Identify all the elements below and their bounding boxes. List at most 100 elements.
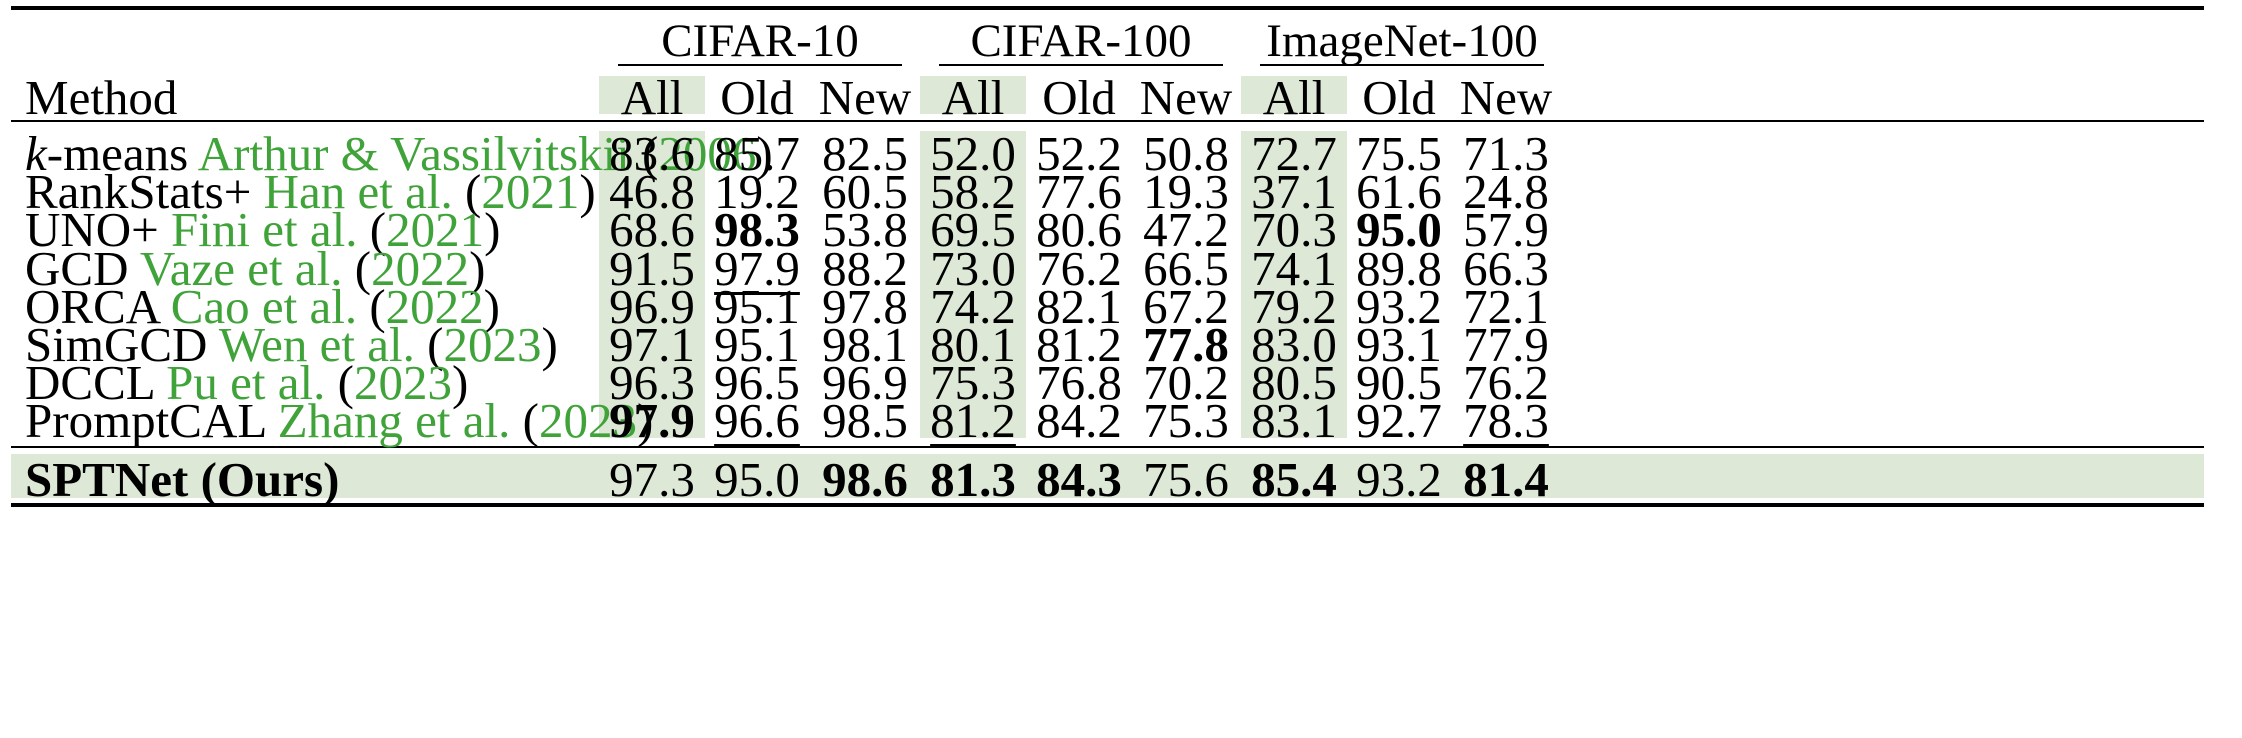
table-cell-text: 92.7 (1356, 393, 1442, 448)
table-cell-text: 52.0 (930, 126, 1016, 181)
table-cell: 95.1 (692, 282, 822, 331)
table-cell-text: 98.3 (714, 202, 800, 257)
ours-table-cell-text: 85.4 (1251, 452, 1337, 507)
table-cell-text: 77.9 (1463, 317, 1549, 372)
table-cell: 89.8 (1334, 244, 1464, 293)
table-cell-text: 82.1 (1036, 279, 1122, 334)
citation-year-link[interactable]: 2022 (385, 279, 484, 334)
top-rule (11, 6, 2204, 10)
table-cell-text: 95.1 (714, 279, 800, 334)
table-cell-text: 60.5 (822, 164, 908, 219)
table-cell: 82.1 (1014, 282, 1144, 331)
table-cell-text: 84.2 (1036, 393, 1122, 448)
all-column-shade-cifar100 (920, 76, 1026, 114)
citation-author-link[interactable]: Zhang et al. (277, 393, 511, 448)
table-cell-text: 69.5 (930, 202, 1016, 257)
method-name: UNO+ Fini et al. (2021) (25, 202, 501, 257)
table-cell-text: 89.8 (1356, 241, 1442, 296)
ours-table-cell: 98.6 (800, 455, 930, 504)
method-name-text: UNO+ (25, 202, 159, 257)
dataset-header-cifar10: CIFAR-10 (661, 15, 859, 67)
citation-year-link[interactable]: 2006 (658, 126, 757, 181)
method-name-text: -means (46, 126, 189, 181)
citation-year-link[interactable]: 2023 (443, 317, 542, 372)
all-column-shade-cifar10 (599, 76, 705, 114)
table-cell: 68.6 (587, 205, 717, 254)
table-cell-text: 80.6 (1036, 202, 1122, 257)
table-cell-text: 66.3 (1463, 241, 1549, 296)
table-cell-text: 61.6 (1356, 164, 1442, 219)
table-cell-text: 93.2 (1356, 279, 1442, 334)
table-cell-text: 47.2 (1143, 202, 1229, 257)
table-cell: 70.2 (1121, 358, 1251, 407)
table-cell: 79.2 (1229, 282, 1359, 331)
table-cell: 96.3 (587, 358, 717, 407)
citation-author-link[interactable]: Fini et al. (171, 202, 358, 257)
table-cell-text: 19.2 (714, 164, 800, 219)
citation-year-link[interactable]: 2021 (386, 202, 485, 257)
table-cell: 66.5 (1121, 244, 1251, 293)
citation-year-link[interactable]: 2022 (371, 241, 470, 296)
ours-table-cell-text: 98.6 (822, 452, 908, 507)
bottom-rule (11, 503, 2204, 507)
ours-table-cell: 85.4 (1229, 455, 1359, 504)
ours-table-cell: 97.3 (587, 455, 717, 504)
table-cell: 52.0 (908, 129, 1038, 178)
table-cell: 71.3 (1441, 129, 1571, 178)
table-cell: 74.1 (1229, 244, 1359, 293)
table-cell-text: 80.5 (1251, 355, 1337, 410)
table-cell: 61.6 (1334, 167, 1464, 216)
table-cell: 50.8 (1121, 129, 1251, 178)
table-cell: 46.8 (587, 167, 717, 216)
ours-table-cell: 81.3 (908, 455, 1038, 504)
table-cell: 73.0 (908, 244, 1038, 293)
citation-author-link[interactable]: Wen et al. (218, 317, 415, 372)
ours-table-cell-text: 95.0 (714, 452, 800, 507)
table-cell: 98.1 (800, 320, 930, 369)
citation-author-link[interactable]: Cao et al. (170, 279, 358, 334)
table-cell: 19.3 (1121, 167, 1251, 216)
citation-year-link[interactable]: 2023 (538, 393, 637, 448)
table-cell: 76.2 (1441, 358, 1571, 407)
table-cell: 75.5 (1334, 129, 1464, 178)
table-cell-text: 72.1 (1463, 279, 1549, 334)
column-header-all: All (620, 70, 684, 125)
all-column-shade-cifar100 (920, 131, 1026, 438)
table-cell-text: 74.2 (930, 279, 1016, 334)
table-cell: 60.5 (800, 167, 930, 216)
citation-year-link[interactable]: 2023 (353, 355, 452, 410)
table-cell-text: 85.7 (714, 126, 800, 181)
table-cell: 58.2 (908, 167, 1038, 216)
table-cell-text: 83.1 (1251, 393, 1337, 448)
table-cell: 97.8 (800, 282, 930, 331)
table-cell: 90.5 (1334, 358, 1464, 407)
column-header-old: Old (1042, 70, 1116, 125)
ours-table-cell-text: 93.2 (1356, 452, 1442, 507)
method-name: DCCL Pu et al. (2023) (25, 355, 469, 410)
table-cell-text: 91.5 (609, 241, 695, 296)
citation-author-link[interactable]: Han et al. (263, 164, 453, 219)
method-name: k-means Arthur & Vassilvitskii (2006) (25, 126, 773, 181)
ours-table-cell: 81.4 (1441, 455, 1571, 504)
method-name-text: SimGCD (25, 317, 208, 372)
table-cell: 70.3 (1229, 205, 1359, 254)
table-cell-text: 66.5 (1143, 241, 1229, 296)
table-cell: 96.5 (692, 358, 822, 407)
citation-year-link[interactable]: 2021 (481, 164, 580, 219)
table-cell: 77.6 (1014, 167, 1144, 216)
mid-rule (11, 446, 2204, 448)
all-column-shade-cifar10 (599, 131, 705, 438)
all-column-shade-imagenet100 (1241, 131, 1347, 438)
ours-table-cell: 75.6 (1121, 455, 1251, 504)
dataset-header-imagenet100: ImageNet-100 (1266, 15, 1538, 67)
table-cell: 78.3 (1441, 396, 1571, 445)
ours-table-cell-text: 97.3 (609, 452, 695, 507)
table-cell: 76.8 (1014, 358, 1144, 407)
dataset-underline-cifar100 (939, 64, 1223, 66)
citation-author-link[interactable]: Pu et al. (166, 355, 326, 410)
table-cell: 77.8 (1121, 320, 1251, 369)
citation-author-link[interactable]: Arthur & Vassilvitskii (197, 126, 630, 181)
ours-table-cell-text: 75.6 (1143, 452, 1229, 507)
citation-author-link[interactable]: Vaze et al. (139, 241, 343, 296)
table-cell-text: 58.2 (930, 164, 1016, 219)
